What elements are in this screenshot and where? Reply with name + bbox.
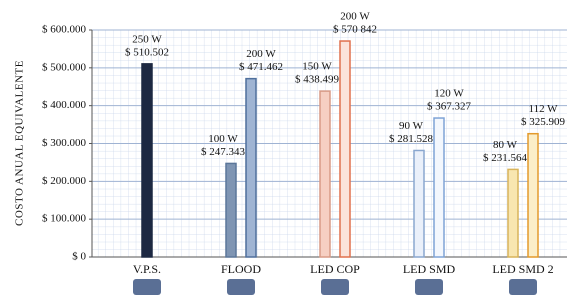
value-label: $ 510.502 [125, 46, 169, 58]
product-icon [509, 279, 537, 295]
x-tick-label: FLOOD [221, 262, 261, 276]
x-tick-label: LED COP [310, 262, 360, 276]
bar [414, 150, 424, 257]
y-tick-label: $ 0 [72, 251, 86, 263]
y-tick-label: $ 600.000 [42, 24, 87, 36]
bar [226, 163, 236, 257]
value-label: $ 438.499 [295, 74, 340, 86]
y-tick-label: $ 500.000 [42, 61, 87, 73]
product-icon [321, 279, 349, 295]
watt-label: 250 W [132, 33, 162, 45]
y-tick-label: $ 300.000 [42, 137, 87, 149]
watt-label: 90 W [399, 120, 424, 132]
bar [340, 41, 350, 257]
value-label: $ 247.343 [201, 146, 246, 158]
product-icon [133, 279, 161, 295]
watt-label: 100 W [208, 133, 238, 145]
bar [508, 169, 518, 257]
x-tick-label: V.P.S. [133, 262, 161, 276]
y-tick-label: $ 100.000 [42, 213, 87, 225]
product-icon [227, 279, 255, 295]
bar [434, 118, 444, 257]
bar [246, 79, 256, 257]
x-tick-label: LED SMD [403, 262, 456, 276]
watt-label: 80 W [493, 139, 518, 151]
watt-label: 150 W [302, 61, 332, 73]
value-label: $ 325.909 [521, 116, 566, 128]
y-tick-label: $ 400.000 [42, 99, 87, 111]
value-label: $ 570 842 [333, 24, 377, 36]
watt-label: 200 W [246, 48, 276, 60]
value-label: $ 367.327 [427, 101, 472, 113]
y-axis-label: COSTO ANUAL EQUIVALENTE [14, 60, 26, 226]
x-tick-label: LED SMD 2 [492, 262, 553, 276]
value-label: $ 231.564 [483, 152, 528, 164]
watt-label: 112 W [528, 103, 558, 115]
watt-label: 200 W [340, 11, 370, 23]
bar [320, 91, 330, 257]
value-label: $ 281.528 [389, 133, 434, 145]
bar [142, 64, 152, 257]
value-label: $ 471.462 [239, 61, 283, 73]
chart: COSTO ANUAL EQUIVALENTE $ 0 $ 100.000 $ 20… [0, 0, 575, 304]
page: COSTO ANUAL EQUIVALENTE $ 0 $ 100.000 $ 20… [0, 0, 575, 304]
watt-label: 120 W [434, 88, 464, 100]
y-tick-label: $ 200.000 [42, 175, 87, 187]
bar [528, 134, 538, 257]
product-icon [415, 279, 443, 295]
